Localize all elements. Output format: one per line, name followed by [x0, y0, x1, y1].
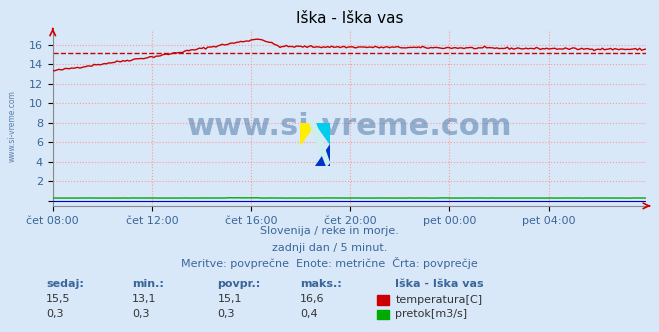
Text: temperatura[C]: temperatura[C]	[395, 295, 482, 305]
Text: Iška - Iška vas: Iška - Iška vas	[395, 279, 484, 289]
Text: 16,6: 16,6	[300, 294, 324, 304]
Polygon shape	[315, 123, 330, 144]
Text: 0,4: 0,4	[300, 309, 318, 319]
Text: pretok[m3/s]: pretok[m3/s]	[395, 309, 467, 319]
Text: 13,1: 13,1	[132, 294, 156, 304]
Text: Meritve: povprečne  Enote: metrične  Črta: povprečje: Meritve: povprečne Enote: metrične Črta:…	[181, 257, 478, 269]
Text: 15,5: 15,5	[46, 294, 71, 304]
Text: www.si-vreme.com: www.si-vreme.com	[186, 112, 512, 141]
Polygon shape	[315, 144, 330, 166]
Text: Slovenija / reke in morje.: Slovenija / reke in morje.	[260, 226, 399, 236]
Text: 0,3: 0,3	[217, 309, 235, 319]
Polygon shape	[310, 123, 330, 166]
Text: zadnji dan / 5 minut.: zadnji dan / 5 minut.	[272, 243, 387, 253]
Text: 0,3: 0,3	[132, 309, 150, 319]
Text: min.:: min.:	[132, 279, 163, 289]
Text: www.si-vreme.com: www.si-vreme.com	[8, 90, 17, 162]
Text: sedaj:: sedaj:	[46, 279, 84, 289]
Bar	[377, 295, 389, 305]
Polygon shape	[300, 123, 315, 144]
Text: 15,1: 15,1	[217, 294, 242, 304]
Title: Iška - Iška vas: Iška - Iška vas	[295, 11, 403, 26]
Text: 0,3: 0,3	[46, 309, 64, 319]
Bar	[377, 310, 389, 319]
Text: maks.:: maks.:	[300, 279, 341, 289]
Text: povpr.:: povpr.:	[217, 279, 261, 289]
